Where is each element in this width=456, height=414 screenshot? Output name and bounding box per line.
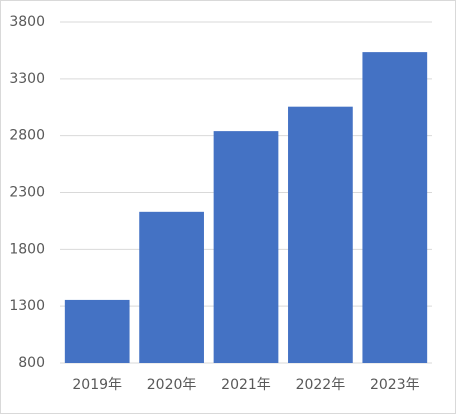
bar xyxy=(288,106,353,363)
y-tick-label: 2300 xyxy=(9,185,45,201)
x-tick-label: 2021年 xyxy=(221,377,271,393)
bar xyxy=(139,211,204,363)
x-tick-label: 2019年 xyxy=(72,377,122,393)
y-tick-label: 3800 xyxy=(9,14,45,30)
y-tick-label: 2800 xyxy=(9,128,45,144)
x-tick-label: 2023年 xyxy=(370,377,420,393)
x-tick-label: 2020年 xyxy=(147,377,197,393)
bar xyxy=(64,299,130,363)
y-tick-label: 3300 xyxy=(9,71,45,87)
y-tick-label: 800 xyxy=(18,355,45,371)
bar xyxy=(362,52,428,363)
y-tick-label: 1300 xyxy=(9,298,45,314)
x-tick-label: 2022年 xyxy=(296,377,346,393)
y-tick-label: 1800 xyxy=(9,241,45,257)
bar xyxy=(213,131,279,363)
